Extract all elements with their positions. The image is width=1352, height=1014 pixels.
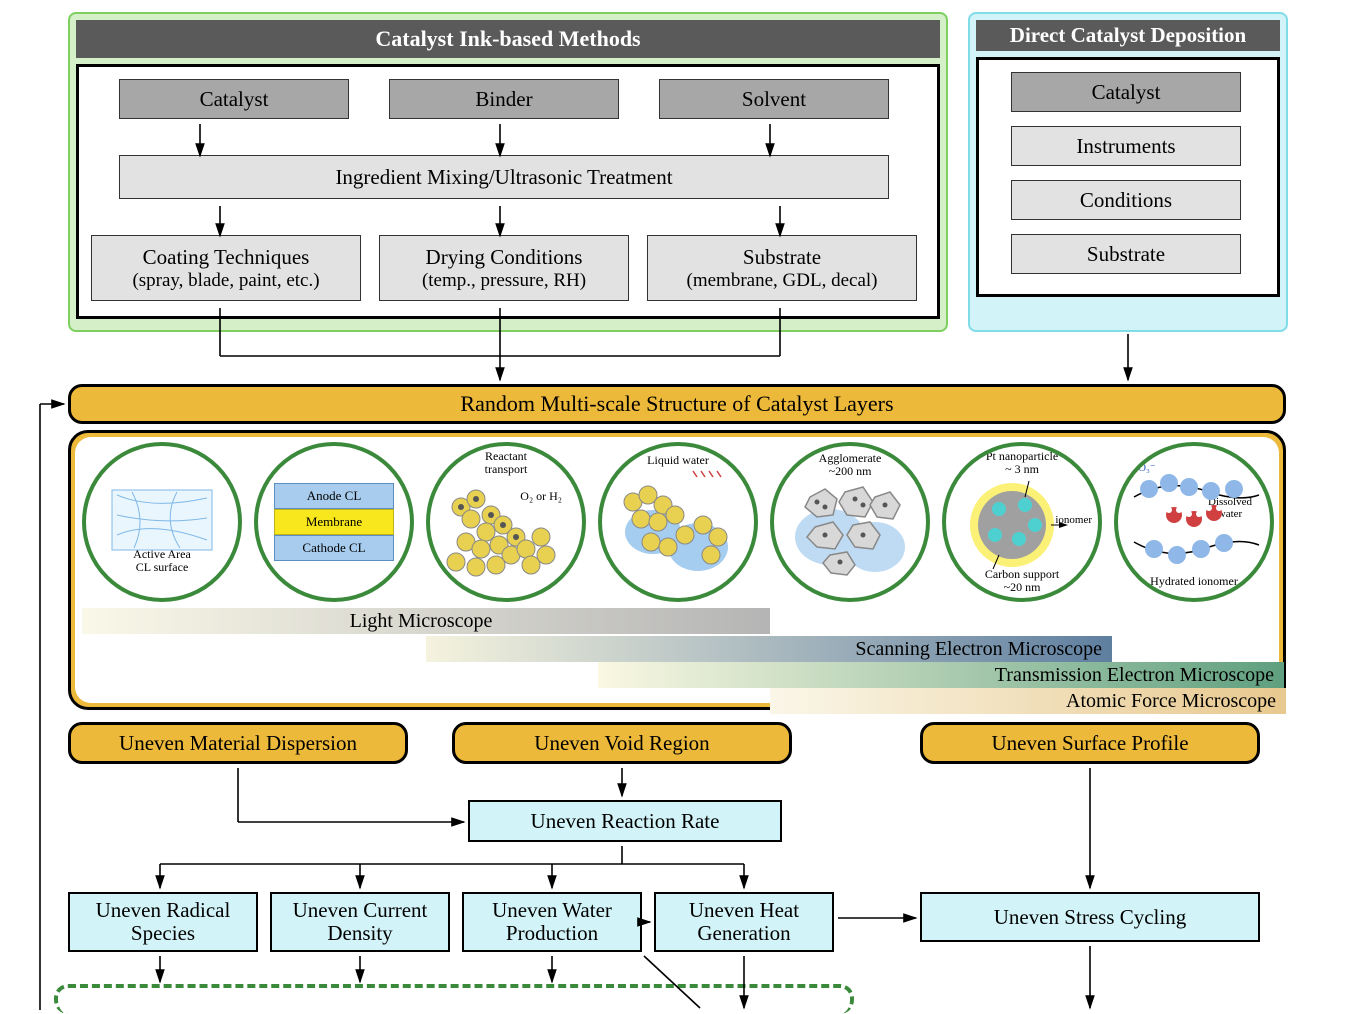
substrate-title: Substrate — [743, 245, 821, 270]
ink-methods-inner: Catalyst Binder Solvent Ingredient Mixin… — [76, 64, 940, 319]
ink-methods-panel: Catalyst Ink-based Methods Catalyst Bind… — [68, 12, 948, 332]
dd-instruments: Instruments — [1011, 126, 1241, 166]
circle-liquid-water: Liquid water — [598, 442, 758, 602]
circle-active-area: Active Area CL surface — [82, 442, 242, 602]
coating-box: Coating Techniques (spray, blade, paint,… — [91, 235, 361, 301]
circle-reactant: Reactant transport O₂ or H₂ — [426, 442, 586, 602]
catalyst-box: Catalyst — [119, 79, 349, 119]
uneven-surface: Uneven Surface Profile — [920, 722, 1260, 764]
random-structure-title: Random Multi-scale Structure of Catalyst… — [68, 384, 1286, 424]
scope-tem: Transmission Electron Microscope — [598, 662, 1284, 688]
circle-hydrated-ionomer: SO₃⁻ Dissolved water Hydrated ionomer — [1114, 442, 1274, 602]
uneven-void: Uneven Void Region — [452, 722, 792, 764]
drying-box: Drying Conditions (temp., pressure, RH) — [379, 235, 629, 301]
dd-substrate: Substrate — [1011, 234, 1241, 274]
dd-catalyst: Catalyst — [1011, 72, 1241, 112]
circle-nanoparticle: Pt nanoparticle~ 3 nm ionomer Carbon sup… — [942, 442, 1102, 602]
solvent-box: Solvent — [659, 79, 889, 119]
uneven-dispersion: Uneven Material Dispersion — [68, 722, 408, 764]
uneven-stress: Uneven Stress Cycling — [920, 892, 1260, 942]
ink-methods-header: Catalyst Ink-based Methods — [76, 20, 940, 58]
uneven-current: Uneven Current Density — [270, 892, 450, 952]
substrate-box: Substrate (membrane, GDL, decal) — [647, 235, 917, 301]
scope-afm: Atomic Force Microscope — [770, 688, 1286, 714]
uneven-heat: Uneven Heat Generation — [654, 892, 834, 952]
binder-box: Binder — [389, 79, 619, 119]
cathode-cl: Cathode CL — [274, 535, 394, 561]
direct-deposition-panel: Direct Catalyst Deposition Catalyst Inst… — [968, 12, 1288, 332]
substrate-sub: (membrane, GDL, decal) — [687, 270, 878, 292]
mixing-box: Ingredient Mixing/Ultrasonic Treatment — [119, 155, 889, 199]
circle-agglomerate: Agglomerate~200 nm — [770, 442, 930, 602]
circle-active-area-l2: CL surface — [136, 561, 189, 574]
uneven-reaction: Uneven Reaction Rate — [468, 800, 782, 842]
drying-title: Drying Conditions — [426, 245, 583, 270]
scope-light: Light Microscope — [82, 608, 770, 634]
dd-conditions: Conditions — [1011, 180, 1241, 220]
uneven-water: Uneven Water Production — [462, 892, 642, 952]
anode-cl: Anode CL — [274, 483, 394, 509]
direct-deposition-inner: Catalyst Instruments Conditions Substrat… — [976, 57, 1280, 297]
drying-sub: (temp., pressure, RH) — [422, 270, 586, 292]
circle-mea-layers: Anode CL Membrane Cathode CL — [254, 442, 414, 602]
coating-title: Coating Techniques — [143, 245, 310, 270]
membrane: Membrane — [274, 509, 394, 535]
direct-deposition-header: Direct Catalyst Deposition — [976, 20, 1280, 51]
dashed-region — [54, 984, 854, 1014]
scope-sem: Scanning Electron Microscope — [426, 636, 1112, 662]
uneven-radical: Uneven Radical Species — [68, 892, 258, 952]
coating-sub: (spray, blade, paint, etc.) — [132, 270, 319, 292]
